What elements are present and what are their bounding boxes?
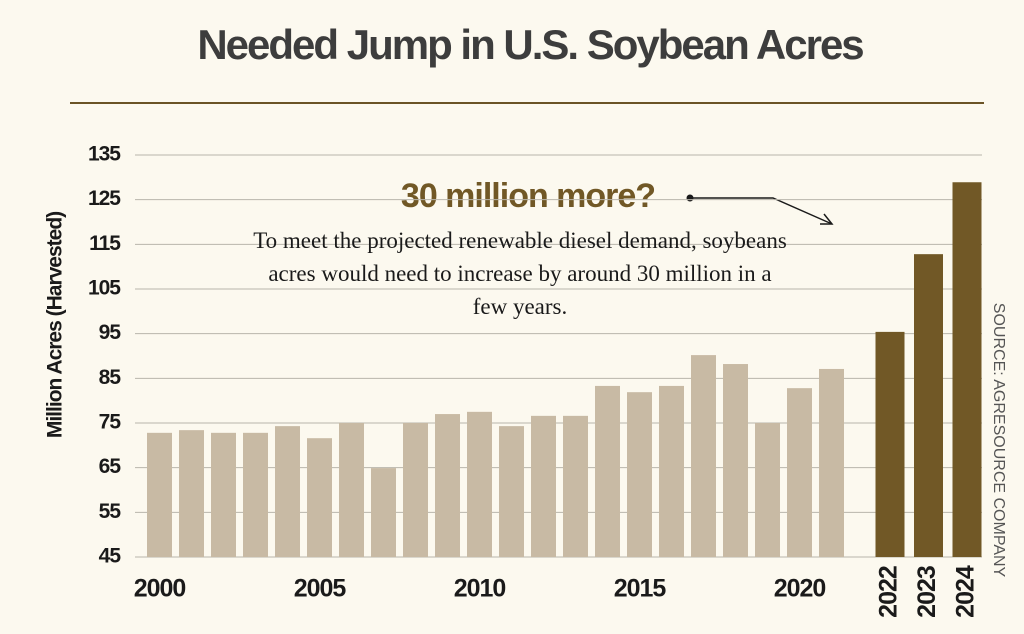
bar xyxy=(914,254,943,557)
bar xyxy=(563,415,588,557)
y-tick-label: 105 xyxy=(88,277,121,300)
y-tick-label: 95 xyxy=(99,321,122,344)
annotation-text: To meet the projected renewable diesel d… xyxy=(253,228,787,319)
y-tick-label: 55 xyxy=(99,500,122,523)
bar xyxy=(371,468,396,557)
bar xyxy=(339,423,364,557)
y-tick-label: 115 xyxy=(89,232,121,255)
bar xyxy=(243,432,268,557)
bar xyxy=(787,388,812,557)
x-tick-label: 2020 xyxy=(774,575,826,603)
bar xyxy=(435,414,460,557)
bar xyxy=(723,364,748,557)
x-tick-label: 2022 xyxy=(875,566,903,618)
y-tick-label: 135 xyxy=(88,143,121,166)
y-tick-label: 45 xyxy=(99,545,122,568)
bar xyxy=(952,182,982,557)
x-tick-label: 2005 xyxy=(294,575,347,603)
y-axis-label: Million Acres (Harvested) xyxy=(44,212,67,438)
bar xyxy=(403,423,428,557)
y-tick-label: 85 xyxy=(99,366,122,389)
bar xyxy=(691,355,716,557)
bar xyxy=(275,426,300,557)
y-tick-label: 75 xyxy=(99,411,122,434)
bar xyxy=(531,415,556,557)
y-tick-label: 65 xyxy=(99,455,122,478)
y-tick-label: 125 xyxy=(88,187,121,210)
x-tick-label: 2000 xyxy=(134,575,186,603)
x-tick-label: 2024 xyxy=(952,565,980,618)
bar xyxy=(211,432,236,557)
chart-title: Needed Jump in U.S. Soybean Acres xyxy=(197,21,863,68)
bar xyxy=(627,392,652,557)
bar xyxy=(819,368,844,557)
bar xyxy=(755,423,780,557)
x-tick-label: 2015 xyxy=(614,575,667,603)
bar xyxy=(659,385,684,557)
arrow xyxy=(690,197,833,225)
annotation-title: 30 million more? xyxy=(401,177,655,215)
bar xyxy=(467,411,492,557)
bar xyxy=(147,432,172,557)
bar xyxy=(179,430,204,557)
bar xyxy=(499,426,524,557)
x-tick-label: 2010 xyxy=(454,575,506,603)
x-tick-label: 2023 xyxy=(913,566,941,618)
bar xyxy=(595,385,620,557)
source: SOURCE: AGRESOURCE COMPANY xyxy=(990,303,1007,578)
bar xyxy=(307,438,332,557)
arrow-head xyxy=(820,213,834,225)
bar xyxy=(875,331,905,557)
